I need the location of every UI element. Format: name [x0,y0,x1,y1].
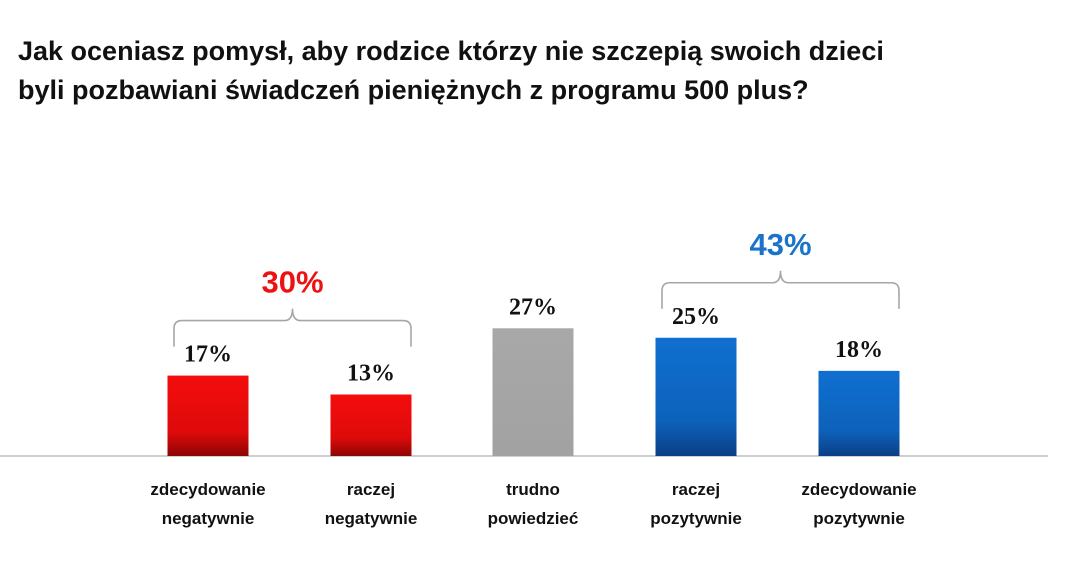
category-label-1-line-1: zdecydowanie [150,480,265,499]
bar-5 [818,370,900,456]
value-label-1: 17% [184,342,232,368]
value-label-5: 18% [835,337,883,363]
title-line-1: Jak oceniasz pomysł, aby rodzice którzy … [18,36,884,66]
value-label-3: 27% [509,294,557,320]
category-label-1-line-2: negatywnie [162,509,255,528]
bar-1 [167,375,249,456]
group-total-label-1: 30% [261,265,323,300]
category-label-2-line-2: negatywnie [325,509,418,528]
bar-4 [655,337,737,456]
category-label-5-line-2: pozytywnie [813,509,905,528]
category-label-3-line-1: trudno [506,480,560,499]
group-brace-2 [661,270,900,309]
group-brace-1 [173,308,412,347]
value-label-2: 13% [347,361,395,387]
bar-2 [330,394,412,456]
chart-title: Jak oceniasz pomysł, aby rodzice którzy … [18,32,1078,110]
group-total-label-2: 43% [749,227,811,262]
category-label-2-line-1: raczej [347,480,395,499]
value-label-4: 25% [672,304,720,330]
title-line-2: byli pozbawiani świadczeń pieniężnych z … [18,75,809,105]
category-label-5-line-1: zdecydowanie [801,480,916,499]
category-label-4-line-2: pozytywnie [650,509,742,528]
bar-3 [492,328,574,456]
category-label-3-line-2: powiedzieć [488,509,579,528]
category-label-4-line-1: raczej [672,480,720,499]
